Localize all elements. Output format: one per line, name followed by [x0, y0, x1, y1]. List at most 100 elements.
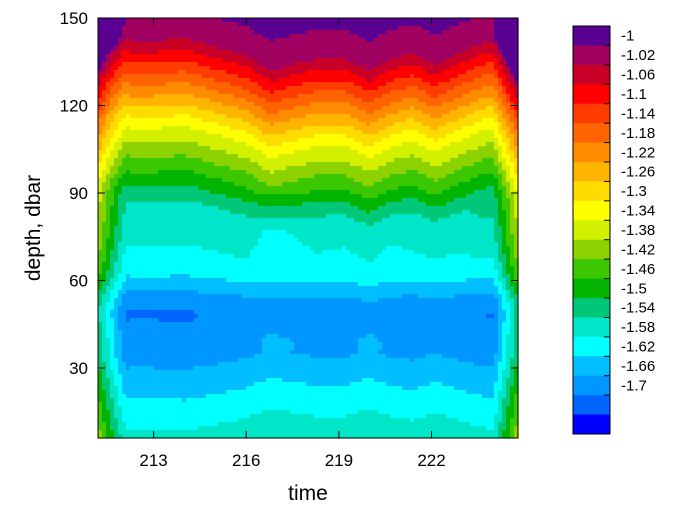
- contour-cell: [190, 206, 195, 211]
- contour-cell: [174, 346, 179, 351]
- contour-cell: [246, 334, 251, 339]
- contour-cell: [246, 398, 251, 403]
- contour-cell: [166, 98, 171, 103]
- contour-cell: [114, 222, 119, 227]
- contour-cell: [262, 294, 267, 299]
- contour-cell: [190, 238, 195, 243]
- contour-cell: [198, 342, 203, 347]
- contour-cell: [246, 282, 251, 287]
- contour-cell: [254, 98, 259, 103]
- contour-cell: [242, 350, 247, 355]
- contour-cell: [118, 302, 123, 307]
- contour-cell: [150, 290, 155, 295]
- contour-cell: [190, 86, 195, 91]
- contour-cell: [166, 114, 171, 119]
- contour-cell: [162, 66, 167, 71]
- contour-cell: [230, 106, 235, 111]
- contour-cell: [238, 270, 243, 275]
- contour-cell: [118, 322, 123, 327]
- contour-cell: [278, 314, 283, 319]
- contour-cell: [106, 282, 111, 287]
- contour-cell: [226, 354, 231, 359]
- contour-cell: [158, 90, 163, 95]
- contour-cell: [282, 190, 287, 195]
- contour-cell: [174, 82, 179, 87]
- contour-cell: [250, 298, 255, 303]
- contour-cell: [170, 354, 175, 359]
- contour-cell: [262, 198, 267, 203]
- contour-cell: [198, 418, 203, 423]
- contour-cell: [126, 62, 131, 67]
- contour-cell: [258, 318, 263, 323]
- contour-cell: [146, 290, 151, 295]
- contour-cell: [114, 142, 119, 147]
- contour-cell: [102, 186, 107, 191]
- contour-cell: [214, 278, 219, 283]
- contour-cell: [114, 342, 119, 347]
- contour-cell: [142, 342, 147, 347]
- contour-cell: [110, 386, 115, 391]
- contour-cell: [206, 118, 211, 123]
- contour-cell: [154, 218, 159, 223]
- contour-cell: [146, 230, 151, 235]
- contour-cell: [102, 166, 107, 171]
- contour-cell: [214, 18, 219, 23]
- contour-cell: [250, 198, 255, 203]
- contour-cell: [150, 22, 155, 27]
- contour-cell: [190, 390, 195, 395]
- contour-cell: [98, 90, 103, 95]
- contour-cell: [202, 206, 207, 211]
- contour-cell: [158, 170, 163, 175]
- contour-cell: [234, 270, 239, 275]
- contour-cell: [194, 58, 199, 63]
- contour-cell: [106, 382, 111, 387]
- contour-cell: [230, 294, 235, 299]
- contour-cell: [202, 326, 207, 331]
- contour-cell: [194, 218, 199, 223]
- contour-cell: [138, 266, 143, 271]
- contour-cell: [234, 298, 239, 303]
- contour-cell: [174, 134, 179, 139]
- contour-cell: [278, 422, 283, 427]
- contour-cell: [258, 54, 263, 59]
- contour-cell: [194, 122, 199, 127]
- contour-cell: [254, 154, 259, 159]
- contour-cell: [146, 270, 151, 275]
- contour-cell: [110, 274, 115, 279]
- contour-cell: [162, 242, 167, 247]
- contour-cell: [250, 178, 255, 183]
- contour-cell: [282, 322, 287, 327]
- contour-cell: [98, 50, 103, 55]
- contour-cell: [230, 214, 235, 219]
- contour-cell: [210, 86, 215, 91]
- contour-cell: [118, 282, 123, 287]
- contour-cell: [198, 414, 203, 419]
- contour-cell: [154, 410, 159, 415]
- contour-cell: [178, 218, 183, 223]
- contour-cell: [238, 18, 243, 23]
- contour-cell: [142, 430, 147, 435]
- contour-cell: [106, 270, 111, 275]
- contour-cell: [194, 42, 199, 47]
- contour-cell: [158, 202, 163, 207]
- contour-cell: [250, 422, 255, 427]
- contour-cell: [274, 206, 279, 211]
- contour-cell: [234, 74, 239, 79]
- contour-cell: [278, 46, 283, 51]
- contour-cell: [174, 350, 179, 355]
- contour-cell: [254, 406, 259, 411]
- contour-cell: [166, 330, 171, 335]
- contour-cell: [106, 398, 111, 403]
- contour-cell: [130, 374, 135, 379]
- contour-cell: [174, 38, 179, 43]
- contour-cell: [246, 118, 251, 123]
- contour-cell: [134, 150, 139, 155]
- contour-cell: [238, 158, 243, 163]
- contour-cell: [158, 138, 163, 143]
- contour-cell: [138, 262, 143, 267]
- contour-cell: [174, 358, 179, 363]
- contour-cell: [142, 70, 147, 75]
- contour-cell: [262, 190, 267, 195]
- contour-cell: [194, 90, 199, 95]
- contour-cell: [218, 398, 223, 403]
